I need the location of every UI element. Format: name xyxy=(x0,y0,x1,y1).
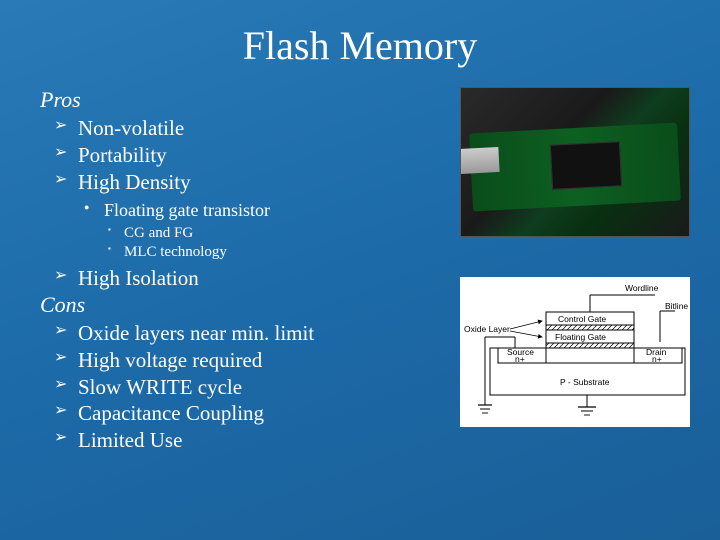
photo-usb-connector xyxy=(460,147,500,174)
diagram-label-fg: Floating Gate xyxy=(555,332,606,342)
left-column: Pros Non-volatile Portability High Densi… xyxy=(40,87,460,454)
diagram-label-source-sub: n+ xyxy=(515,354,525,364)
content-row: Pros Non-volatile Portability High Densi… xyxy=(0,87,720,454)
cons-item: High voltage required xyxy=(54,347,460,374)
diagram-label-bitline: Bitline xyxy=(665,301,688,311)
cons-list: Oxide layers near min. limit High voltag… xyxy=(40,320,460,454)
pros-item: Portability xyxy=(54,142,460,169)
right-column: Wordline Bitline Oxide Layer Control Gat… xyxy=(460,87,690,454)
pros-list-after: High Isolation xyxy=(40,265,460,292)
pros-item: High Isolation xyxy=(54,265,460,292)
pros-list: Non-volatile Portability High Density xyxy=(40,115,460,196)
pros-subsubitem: MLC technology xyxy=(108,243,460,263)
diagram-label-oxide: Oxide Layer xyxy=(464,324,510,334)
pros-subsubitem: CG and FG xyxy=(108,224,460,244)
cons-item: Oxide layers near min. limit xyxy=(54,320,460,347)
pros-sublist-square: CG and FG MLC technology xyxy=(40,224,460,263)
cons-item: Limited Use xyxy=(54,427,460,454)
pros-heading: Pros xyxy=(40,87,460,113)
floating-gate-diagram: Wordline Bitline Oxide Layer Control Gat… xyxy=(460,277,690,427)
slide-title: Flash Memory xyxy=(0,0,720,87)
diagram-label-substrate: P - Substrate xyxy=(560,377,610,387)
diagram-label-drain-sub: n+ xyxy=(652,354,662,364)
diagram-label-cg: Control Gate xyxy=(558,314,606,324)
cons-heading: Cons xyxy=(40,292,460,318)
pros-item: High Density xyxy=(54,169,460,196)
pros-item: Non-volatile xyxy=(54,115,460,142)
cons-item: Slow WRITE cycle xyxy=(54,374,460,401)
photo-chip xyxy=(550,141,622,190)
pros-sublist-disc: Floating gate transistor xyxy=(40,198,460,222)
pros-subitem: Floating gate transistor xyxy=(84,198,460,222)
diagram-label-wordline: Wordline xyxy=(625,283,659,293)
flash-drive-photo xyxy=(460,87,690,237)
cons-item: Capacitance Coupling xyxy=(54,400,460,427)
